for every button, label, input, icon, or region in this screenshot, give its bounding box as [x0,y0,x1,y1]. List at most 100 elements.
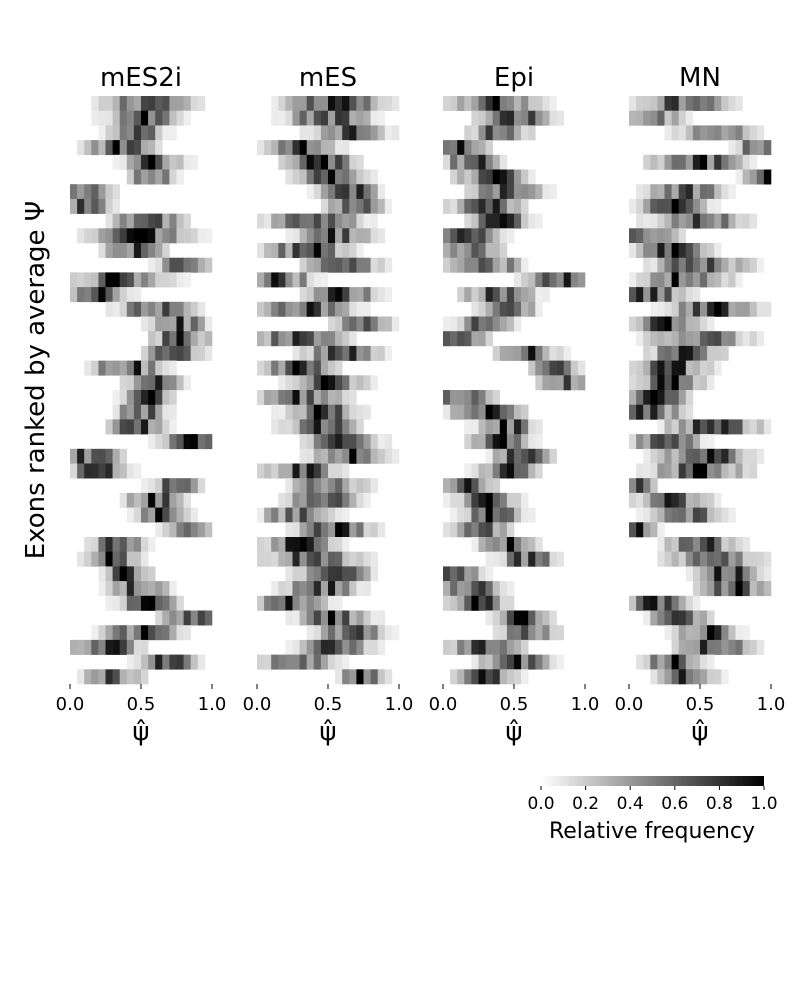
heatmap-cell [105,110,113,126]
heatmap-cell [141,478,149,494]
heatmap-cell [349,478,357,494]
heatmap-cell [756,639,765,655]
heatmap-cell [342,492,350,508]
heatmap-cell [707,669,715,685]
heatmap-cell [678,639,687,655]
heatmap-cell [126,375,135,391]
heatmap-cell [707,419,715,435]
heatmap-cell [391,125,400,141]
heatmap-cell [714,345,722,361]
heatmap-cell [313,272,322,288]
heatmap-cell [349,184,357,200]
heatmap-cell [271,654,279,670]
heatmap-cell [105,566,113,582]
heatmap-cell [700,301,708,317]
heatmap-cell [278,360,286,376]
heatmap-cell [650,243,658,258]
heatmap-cell [535,448,543,464]
x-axis-label: ψ̂ [505,717,522,747]
heatmap-cell [299,610,307,626]
heatmap-cell [685,463,694,479]
heatmap-cell [363,345,371,361]
heatmap-cell [299,272,307,288]
heatmap-cell [629,404,637,420]
heatmap-cell [457,140,465,156]
heatmap-cell [450,390,458,405]
heatmap-cell [176,301,184,317]
heatmap-cell [629,522,637,538]
heatmap-cell [671,551,679,567]
heatmap-cell [521,301,529,317]
heatmap-cell [183,257,191,273]
heatmap-cell [133,551,142,567]
heatmap-cell [377,110,386,126]
heatmap-cell [105,419,113,435]
heatmap-cell [313,492,322,508]
heatmap-cell [98,669,106,685]
heatmap-cell [169,654,177,670]
heatmap-cell [292,551,300,567]
heatmap-cell [735,257,743,273]
heatmap-cell [313,522,322,538]
heatmap-cell [664,434,672,450]
heatmap-cell [306,566,315,582]
heatmap-cell [197,522,206,538]
heatmap-cell [155,243,163,258]
heatmap-cell [556,360,564,376]
heatmap-cell [685,360,694,376]
heatmap-cell [443,243,451,258]
heatmap-cell [763,566,772,582]
heatmap-cell [112,287,120,303]
heatmap-cell [98,228,106,244]
heatmap-cell [370,96,378,111]
heatmap-cell [335,331,343,347]
heatmap-cell [148,110,156,126]
heatmap-cell [678,390,687,405]
heatmap-cell [98,463,106,479]
heatmap-cell [678,125,687,141]
heatmap-cell [685,301,694,317]
heatmap-cell [306,551,315,567]
heatmap-cell [728,566,736,582]
heatmap-cell [657,301,665,317]
heatmap-cell [542,360,550,376]
heatmap-cell [70,198,78,214]
heatmap-cell [464,419,472,435]
heatmap-cell [664,654,672,670]
heatmap-cell [335,507,343,523]
panel-title: Epi [494,63,534,93]
heatmap-cell [756,140,765,156]
heatmap-cell [126,301,135,317]
heatmap-cell [349,301,357,317]
heatmap-cell [671,198,679,214]
heatmap-cell [657,390,665,405]
heatmap-cell [735,625,743,641]
heatmap-cell [162,390,170,405]
heatmap-cell [542,96,550,111]
heatmap-cell [478,492,486,508]
heatmap-cell [306,272,315,288]
heatmap-cell [313,184,322,200]
heatmap-cell [457,595,465,611]
heatmap-cell [664,243,672,258]
heatmap-cell [285,463,293,479]
heatmap-cell [443,639,451,655]
heatmap-cell [190,522,199,538]
heatmap-cell [77,287,85,303]
heatmap-cell [112,419,120,435]
heatmap-cell [306,434,315,450]
heatmap-cell [292,404,300,420]
heatmap-cell [657,257,665,273]
heatmap-cell [478,581,486,597]
heatmap-cell [692,639,701,655]
heatmap-cell [514,434,522,450]
heatmap-cell [133,390,142,405]
heatmap-cell [91,96,99,111]
heatmap-cell [535,272,543,288]
heatmap-cell [162,507,170,523]
heatmap-cell [521,125,529,141]
heatmap-cell [342,287,350,303]
heatmap-cell [556,345,564,361]
heatmap-cell [471,125,479,141]
